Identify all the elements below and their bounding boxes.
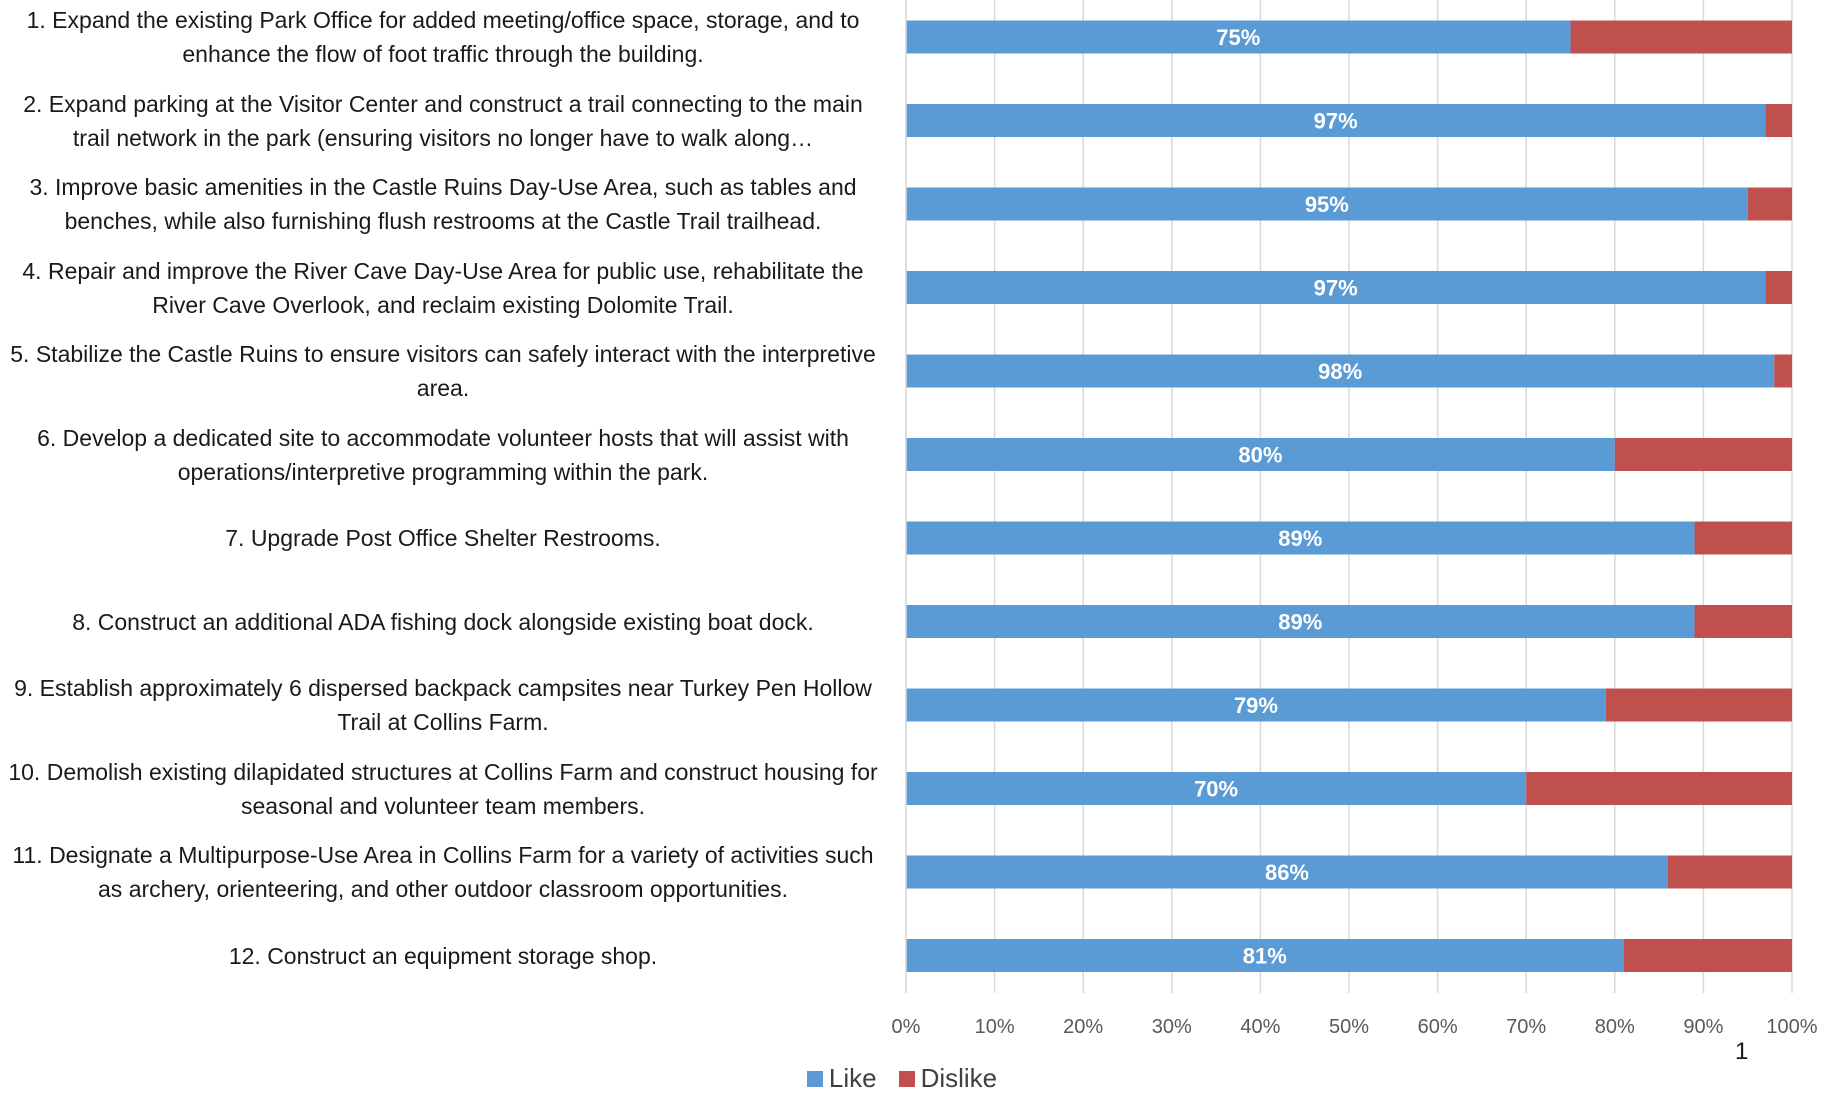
data-label-6: 80% [1238, 443, 1282, 468]
gridlines [905, 0, 1793, 993]
data-label-3: 95% [1305, 192, 1349, 217]
x-tick-label: 20% [1063, 1016, 1103, 1038]
category-label-10: 10. Demolish existing dilapidated struct… [8, 758, 878, 819]
category-label-4: 4. Repair and improve the River Cave Day… [22, 257, 864, 318]
bar-dislike-11 [1667, 855, 1792, 889]
x-tick-label: 90% [1683, 1016, 1723, 1038]
bar-like-12 [906, 939, 1624, 972]
bar-like-7 [906, 521, 1695, 555]
bar-dislike-3 [1747, 187, 1792, 221]
category-label-5: 5. Stabilize the Castle Ruins to ensure … [10, 341, 876, 401]
x-tick-label: 40% [1240, 1016, 1280, 1038]
page-number: 1 [1735, 1038, 1749, 1065]
bar-like-9 [906, 688, 1606, 722]
bar-dislike-5 [1774, 354, 1792, 388]
bars [906, 20, 1792, 972]
bar-dislike-12 [1623, 939, 1792, 972]
bar-dislike-1 [1570, 20, 1792, 54]
category-label-9: 9. Establish approximately 6 dispersed b… [14, 675, 872, 735]
x-tick-label: 70% [1506, 1016, 1546, 1038]
legend-item-like: Like [806, 1063, 877, 1094]
data-label-5: 98% [1318, 359, 1362, 384]
x-tick-label: 50% [1329, 1016, 1369, 1038]
bar-dislike-2 [1765, 104, 1792, 137]
data-label-11: 86% [1265, 860, 1309, 885]
x-tick-label: 0% [892, 1016, 921, 1038]
bar-like-3 [906, 187, 1748, 221]
data-label-12: 81% [1243, 944, 1287, 969]
x-axis-tick-labels: 0% 10% 20% 30% 40% 50% 60% 70% 80% 90% 100% [892, 1016, 1818, 1038]
bar-like-10 [906, 772, 1527, 805]
x-tick-label: 10% [975, 1016, 1015, 1038]
category-label-2: 2. Expand parking at the Visitor Center … [23, 90, 863, 151]
legend-label-dislike: Dislike [920, 1063, 998, 1093]
bar-like-4 [906, 271, 1766, 304]
data-label-10: 70% [1194, 777, 1238, 802]
legend-swatch-dislike [898, 1070, 915, 1087]
category-label-12: 12. Construct an equipment storage shop. [228, 942, 658, 969]
legend-item-dislike: Dislike [898, 1063, 998, 1094]
data-label-7: 89% [1278, 526, 1322, 551]
bar-like-1 [906, 20, 1571, 54]
data-label-8: 89% [1278, 610, 1322, 635]
legend: Like Dislike [0, 1063, 1814, 1094]
data-label-2: 97% [1314, 109, 1358, 134]
bar-dislike-6 [1614, 438, 1792, 471]
data-label-4: 97% [1314, 276, 1358, 301]
category-label-11: 11. Designate a Multipurpose-Use Area in… [12, 842, 874, 902]
bar-dislike-4 [1765, 271, 1792, 304]
data-label-9: 79% [1234, 693, 1278, 718]
legend-swatch-like [806, 1070, 823, 1087]
bar-like-2 [906, 104, 1766, 137]
bar-like-11 [906, 855, 1668, 889]
bar-like-6 [906, 438, 1615, 471]
x-tick-label: 60% [1418, 1016, 1458, 1038]
category-label-6: 6. Develop a dedicated site to accommoda… [37, 424, 849, 485]
x-tick-label: 100% [1766, 1016, 1817, 1038]
bar-dislike-10 [1526, 772, 1792, 805]
category-label-1: 1. Expand the existing Park Office for a… [26, 7, 860, 67]
data-label-1: 75% [1216, 25, 1260, 50]
category-label-3: 3. Improve basic amenities in the Castle… [29, 174, 857, 234]
legend-label-like: Like [828, 1063, 877, 1093]
bar-like-5 [906, 354, 1775, 388]
value-labels: 75% 97% 95% 97% 98% 80% 89% 89% 79% 70% 86% 81% [1194, 25, 1362, 969]
bar-dislike-8 [1694, 605, 1792, 638]
category-label-8: 8. Construct an additional ADA fishing d… [72, 608, 814, 635]
x-tick-label: 80% [1595, 1016, 1635, 1038]
x-tick-label: 30% [1152, 1016, 1192, 1038]
bar-dislike-9 [1605, 688, 1792, 722]
bar-like-8 [906, 605, 1695, 638]
category-label-7: 7. Upgrade Post Office Shelter Restrooms… [225, 525, 661, 551]
bar-dislike-7 [1694, 521, 1792, 555]
